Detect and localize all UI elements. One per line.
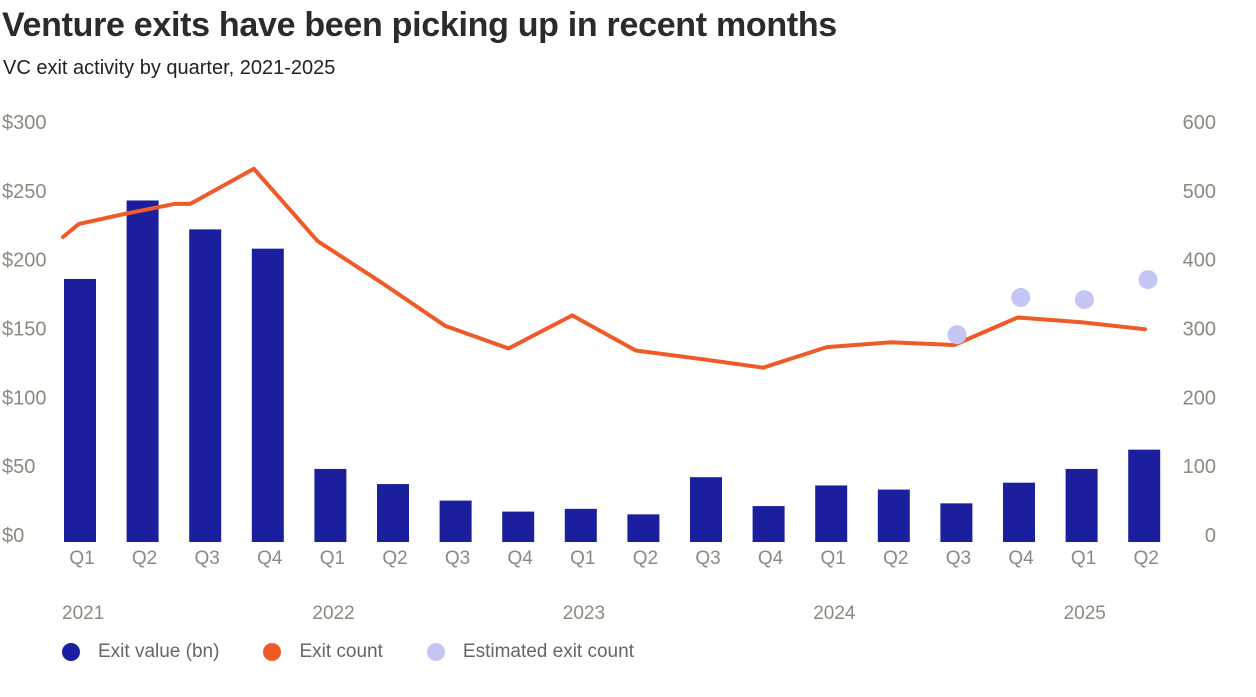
- x-tick-label: Q2: [382, 548, 407, 569]
- legend-label-exit-value: Exit value (bn): [98, 641, 220, 662]
- chart-title: Venture exits have been picking up in re…: [2, 6, 837, 44]
- legend-label-estimated-count: Estimated exit count: [462, 641, 634, 662]
- exit-value-bar: [189, 229, 222, 542]
- x-tick-label: Q3: [946, 548, 971, 569]
- estimated-exit-count-point: [1074, 290, 1094, 310]
- year-label: 2023: [563, 603, 605, 624]
- exit-value-bar: [815, 485, 848, 542]
- exit-value-bar: [940, 503, 973, 542]
- chart-subtitle: VC exit activity by quarter, 2021-2025: [3, 57, 336, 79]
- legend-swatch-estimated-count: [426, 643, 445, 661]
- y-right-tick-label: 500: [1183, 181, 1216, 203]
- year-label: 2022: [312, 603, 354, 624]
- exit-value-bar: [502, 511, 535, 542]
- y-left-tick-label: $250: [2, 181, 47, 203]
- y-right-tick-label: 0: [1205, 525, 1216, 547]
- exit-value-bar: [64, 278, 96, 542]
- legend-swatch-exit-value: [62, 643, 80, 661]
- legend: Exit value (bn) Exit count Estimated exi…: [62, 641, 678, 663]
- y-right-tick-label: 300: [1183, 319, 1216, 341]
- y-left-tick-label: $0: [2, 525, 24, 547]
- exit-value-bar: [1065, 468, 1098, 542]
- estimated-exit-count-point: [1011, 288, 1031, 308]
- chart-area: $0 $50 $100 $150 $200 $250 $300 0 100 200 300 400 50…: [2, 112, 1216, 624]
- x-tick-label: Q4: [758, 548, 784, 569]
- x-tick-label: Q4: [257, 548, 283, 569]
- x-tick-label: Q1: [69, 548, 94, 569]
- x-tick-label: Q1: [320, 548, 345, 569]
- legend-label-exit-count: Exit count: [299, 641, 383, 662]
- estimated-exit-count-point: [947, 325, 967, 345]
- y-left-tick-label: $150: [2, 319, 47, 341]
- exit-value-bar: [564, 508, 597, 542]
- x-tick-label: Q3: [195, 548, 220, 569]
- legend-item-exit-count: Exit count: [263, 641, 383, 663]
- x-tick-label: Q2: [132, 548, 157, 569]
- y-right-tick-label: 400: [1183, 250, 1216, 272]
- estimated-exit-count-point: [1138, 270, 1158, 290]
- exit-value-bar: [627, 514, 660, 542]
- x-tick-label: Q2: [1134, 548, 1159, 569]
- year-label: 2021: [62, 603, 104, 624]
- year-label: 2024: [813, 603, 856, 624]
- y-left-tick-label: $300: [2, 112, 47, 134]
- exit-value-bar: [1128, 449, 1161, 542]
- x-tick-label: Q4: [1008, 548, 1034, 569]
- exit-value-bar: [877, 489, 910, 542]
- x-tick-label: Q3: [445, 548, 470, 569]
- exit-value-bar: [1003, 482, 1035, 542]
- x-tick-label: Q2: [633, 548, 658, 569]
- x-tick-label: Q4: [508, 548, 534, 569]
- legend-item-exit-value: Exit value (bn): [62, 641, 219, 663]
- y-left-tick-label: $50: [2, 456, 35, 478]
- exit-value-bar: [126, 200, 159, 542]
- exit-value-bar: [314, 468, 347, 542]
- exit-value-bar: [251, 248, 284, 543]
- y-right-tick-label: 200: [1183, 387, 1216, 409]
- exit-value-bar: [752, 506, 785, 542]
- x-tick-label: Q1: [1071, 548, 1096, 569]
- exit-value-bar: [439, 500, 472, 542]
- x-tick-label: Q3: [695, 548, 720, 569]
- y-right-tick-label: 100: [1183, 456, 1216, 478]
- year-label: 2025: [1064, 603, 1106, 624]
- y-left-tick-label: $100: [2, 387, 47, 409]
- x-tick-label: Q1: [570, 548, 595, 569]
- x-tick-label: Q1: [821, 548, 846, 569]
- x-tick-label: Q2: [883, 548, 908, 569]
- exit-value-bar: [690, 477, 722, 542]
- exit-count-line: [61, 166, 1147, 370]
- legend-swatch-exit-count: [263, 643, 282, 661]
- y-left-tick-label: $200: [2, 250, 47, 272]
- exit-value-bar: [377, 484, 409, 542]
- legend-item-estimated-count: Estimated exit count: [426, 641, 634, 663]
- y-right-tick-label: 600: [1183, 112, 1216, 134]
